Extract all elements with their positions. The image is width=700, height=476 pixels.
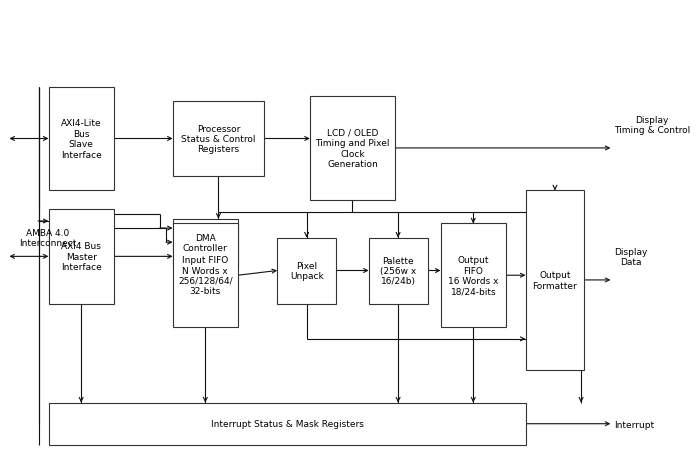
Bar bbox=[369, 238, 428, 304]
Text: DMA
Controller: DMA Controller bbox=[183, 233, 228, 252]
Text: Processor
Status & Control
Registers: Processor Status & Control Registers bbox=[181, 124, 256, 154]
Bar bbox=[48, 88, 114, 191]
Text: LCD / OLED
Timing and Pixel
Clock
Generation: LCD / OLED Timing and Pixel Clock Genera… bbox=[315, 129, 390, 169]
Bar bbox=[277, 238, 336, 304]
Text: AXI4-Lite
Bus
Slave
Interface: AXI4-Lite Bus Slave Interface bbox=[61, 119, 102, 159]
Bar bbox=[173, 219, 238, 266]
Text: Pixel
Unpack: Pixel Unpack bbox=[290, 261, 323, 281]
Bar bbox=[310, 97, 395, 200]
Text: Display
Data: Display Data bbox=[614, 247, 647, 267]
Bar bbox=[48, 403, 526, 445]
Text: AXI4 Bus
Master
Interface: AXI4 Bus Master Interface bbox=[61, 242, 102, 272]
Text: Display
Timing & Control: Display Timing & Control bbox=[614, 115, 690, 135]
Text: AMBA 4.0
Interconnect: AMBA 4.0 Interconnect bbox=[19, 228, 76, 248]
Bar bbox=[440, 224, 506, 327]
Bar bbox=[173, 101, 264, 177]
Text: Palette
(256w x
16/24b): Palette (256w x 16/24b) bbox=[380, 256, 416, 286]
Text: Output
Formatter: Output Formatter bbox=[533, 271, 578, 290]
Bar bbox=[48, 210, 114, 304]
Bar bbox=[173, 224, 238, 327]
Text: Interrupt: Interrupt bbox=[614, 420, 654, 429]
Text: Input FIFO
N Words x
256/128/64/
32-bits: Input FIFO N Words x 256/128/64/ 32-bits bbox=[178, 256, 232, 296]
Text: Output
FIFO
16 Words x
18/24-bits: Output FIFO 16 Words x 18/24-bits bbox=[448, 256, 498, 296]
Bar bbox=[526, 191, 584, 370]
Text: Interrupt Status & Mask Registers: Interrupt Status & Mask Registers bbox=[211, 419, 363, 428]
